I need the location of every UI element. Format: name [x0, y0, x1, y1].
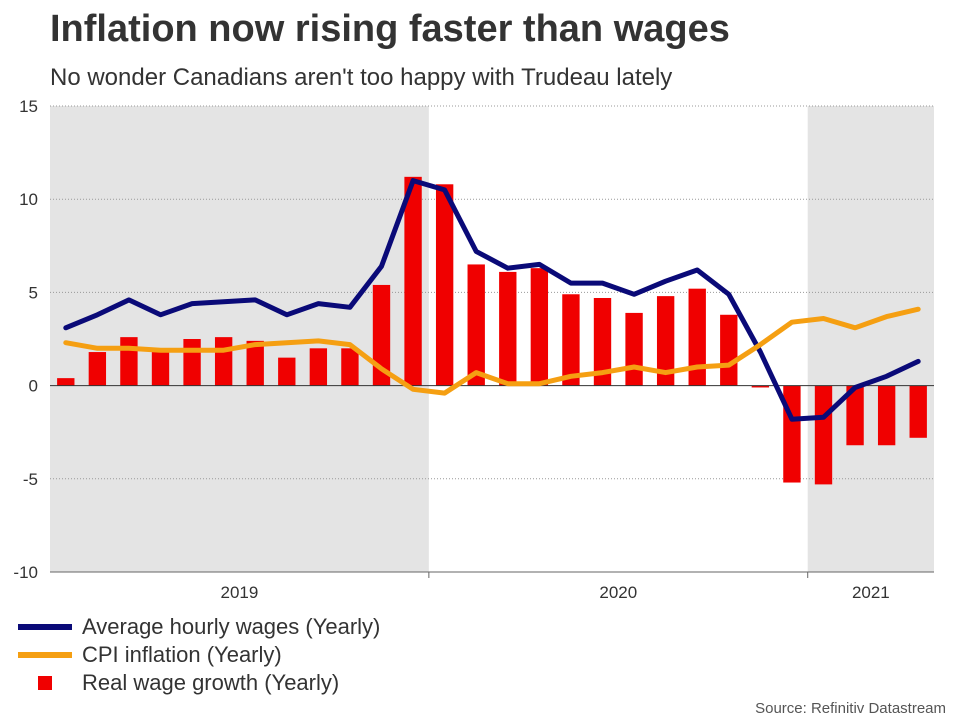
bar-real-wage [57, 378, 75, 386]
chart-title: Inflation now rising faster than wages [50, 8, 730, 50]
x-tick-label: 2019 [221, 583, 259, 602]
legend-swatch-cpi [18, 652, 72, 658]
bar-real-wage [814, 385, 833, 485]
shade-2021 [807, 106, 934, 572]
bar-real-wage [467, 264, 485, 386]
bar-real-wage [562, 294, 580, 386]
legend-item-real: Real wage growth (Yearly) [18, 670, 339, 696]
bar-real-wage [183, 339, 201, 386]
bar-real-wage [341, 348, 359, 386]
source-note: Source: Refinitiv Datastream [755, 700, 946, 717]
bar-real-wage [309, 348, 328, 386]
bar-real-wage [214, 337, 233, 386]
legend-label-cpi: CPI inflation (Yearly) [82, 642, 282, 667]
bar-real-wage [246, 340, 264, 386]
y-tick-label: 0 [29, 377, 38, 396]
bar-real-wage [499, 271, 517, 386]
bar-real-wage [530, 268, 549, 386]
y-tick-label: -5 [23, 470, 38, 489]
bar-real-wage [88, 352, 107, 386]
series-line [63, 178, 921, 422]
bar-real-wage [278, 357, 296, 386]
legend-swatch-wages [18, 624, 72, 630]
bar-real-wage [909, 385, 927, 438]
bar-real-wage [720, 314, 738, 386]
bar-real-wage [877, 385, 896, 446]
x-tick-label: 2021 [852, 583, 890, 602]
bar-real-wage [372, 284, 391, 386]
legend-swatch-real [38, 676, 52, 690]
shade-2019 [50, 106, 429, 572]
legend-label-real: Real wage growth (Yearly) [82, 670, 340, 695]
bar-real-wage [151, 350, 170, 386]
bar-real-wage [688, 288, 706, 386]
x-tick-label: 2020 [599, 583, 637, 602]
bar-real-wage [120, 337, 138, 386]
y-tick-label: 10 [19, 190, 38, 209]
y-tick-label: 5 [29, 283, 38, 302]
y-tick-label: -10 [13, 563, 38, 582]
bar-real-wage [656, 296, 675, 386]
bar-real-wage [846, 385, 864, 446]
bar-real-wage [783, 385, 801, 483]
bar-real-wage [404, 176, 422, 386]
series-line [63, 306, 921, 396]
legend-item-wages: Average hourly wages (Yearly) [18, 614, 380, 640]
bar-real-wage [435, 184, 454, 386]
bar-real-wage [751, 385, 770, 388]
legend-item-cpi: CPI inflation (Yearly) [18, 642, 282, 668]
bar-real-wage [625, 312, 643, 386]
y-tick-label: 15 [19, 97, 38, 116]
bar-real-wage [593, 297, 612, 386]
legend-label-wages: Average hourly wages (Yearly) [82, 614, 381, 639]
chart-subtitle: No wonder Canadians aren't too happy wit… [50, 64, 673, 91]
